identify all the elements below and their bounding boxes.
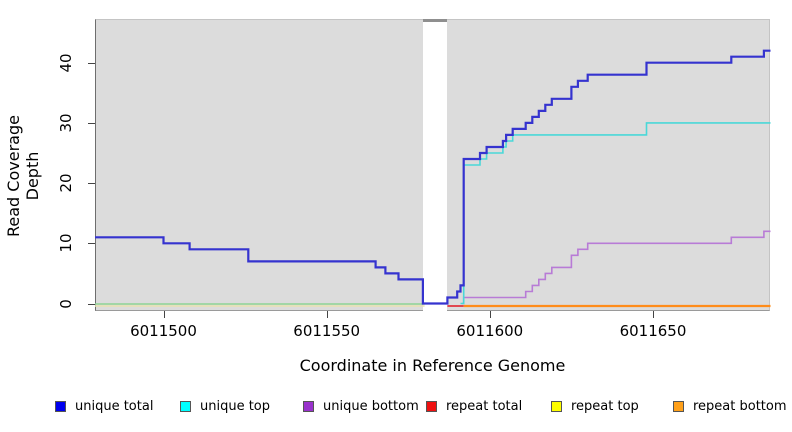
repeat-top-swatch-icon [551,400,562,412]
x-tick-label: 6011650 [619,322,687,340]
repeat-bottom-swatch-icon [673,400,684,412]
series-unique-bottom [462,230,771,305]
x-tick-mark [489,311,491,318]
y-tick-mark [88,122,95,124]
x-tick-mark [163,311,165,318]
legend-item-repeat-bottom: repeat bottom [673,398,787,414]
legend-label: unique top [200,398,271,414]
y-tick-label: 30 [57,113,75,133]
legend-item-repeat-top: repeat top [551,398,639,414]
x-tick-label: 6011600 [456,322,524,340]
x-tick-label: 6011550 [293,322,361,340]
x-tick-mark [326,311,328,318]
y-tick-label: 40 [57,53,75,73]
x-tick-mark [653,311,654,318]
legend-item-unique-top: unique top [180,398,270,414]
y-tick-mark [88,183,95,185]
y-tick-label: 20 [57,173,75,193]
legend-label: repeat top [571,398,639,414]
series-unique-total [95,49,771,305]
legend-item-repeat-total: repeat total [426,398,522,414]
x-axis-label: Coordinate in Reference Genome [299,356,566,375]
repeat-total-swatch-icon [426,400,437,412]
series-unique-top [460,122,771,305]
unique-top-swatch-icon [180,400,191,412]
legend-item-unique-total: unique total [55,398,153,414]
no-data-gap-cap [423,19,447,22]
y-axis-label: Read Coverage Depth [4,115,42,237]
y-tick-label: 0 [57,298,75,309]
y-tick-mark [88,62,95,64]
x-tick-label: 6011500 [130,322,197,340]
y-tick-label: 10 [57,233,75,253]
legend-item-unique-bottom: unique bottom [303,398,419,414]
unique-total-swatch-icon [55,400,66,412]
no-data-gap-band [423,20,447,311]
legend-label: repeat bottom [693,398,787,414]
legend-label: repeat total [446,398,523,414]
y-tick-mark [88,303,95,305]
legend: unique total unique top unique bottom re… [0,398,792,418]
unique-bottom-swatch-icon [303,400,314,412]
y-tick-mark [88,243,95,245]
legend-label: unique bottom [323,398,419,414]
legend-label: unique total [75,398,154,414]
